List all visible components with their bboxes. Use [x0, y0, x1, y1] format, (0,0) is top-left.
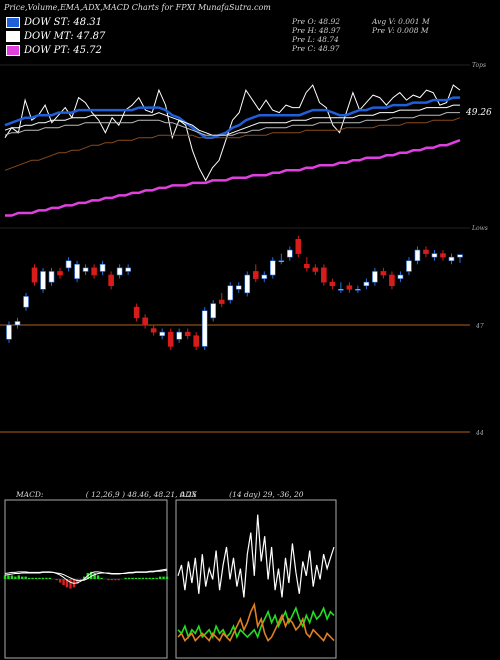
candle-body — [48, 271, 55, 283]
candle-body — [74, 264, 80, 279]
candle-body — [431, 253, 438, 258]
candle-body — [150, 328, 157, 333]
candle-body — [201, 310, 208, 347]
candle-body — [414, 249, 421, 262]
chart-title: Price,Volume,EMA,ADX,MACD Charts for FPX… — [4, 3, 271, 12]
candle-body — [338, 288, 344, 291]
legend-swatch-mt — [6, 31, 20, 42]
candle-body — [167, 331, 174, 347]
macd-header: MACD: ( 12,26,9 ) 48.46, 48.21, 0.25 — [16, 490, 197, 499]
candle-body — [65, 260, 72, 269]
candle-body — [14, 321, 21, 326]
legend-swatch-pt — [6, 45, 20, 56]
candle-body — [6, 324, 12, 340]
candle-panel — [0, 235, 470, 433]
ohlc-low: Pre L: 48.74 — [292, 35, 339, 44]
candle-body — [346, 285, 353, 290]
adx-params: (14 day) 29, -36, 20 — [229, 490, 304, 499]
candle-body — [252, 271, 259, 279]
candle-body — [159, 331, 165, 337]
candle-body — [227, 285, 234, 301]
candle-body — [125, 267, 131, 272]
ema-line-0 — [4, 84, 461, 182]
candle-body — [57, 271, 63, 276]
candle-body — [440, 253, 446, 258]
candle-body — [406, 260, 412, 272]
candle-body — [176, 331, 182, 340]
legend-label-st: DOW ST: 48.31 — [24, 17, 103, 28]
candle-body — [457, 254, 463, 258]
adx-line-2 — [177, 601, 335, 642]
candle-body — [116, 267, 123, 276]
legend-dow-st: DOW ST: 48.31 — [6, 17, 102, 28]
candle-body — [99, 264, 106, 272]
candle-body — [278, 260, 285, 263]
candle-body — [448, 256, 455, 262]
candle-body — [91, 267, 97, 276]
candle-body — [40, 271, 46, 290]
ohlc-high: Pre H: 48.97 — [292, 26, 341, 35]
candle-body — [218, 299, 225, 304]
candle-body — [321, 267, 327, 283]
candle-body — [244, 274, 251, 294]
adx-name: ADX — [180, 490, 197, 499]
candle-body — [355, 288, 361, 291]
label-price-mid: 47 — [475, 323, 484, 330]
candle-body — [210, 303, 217, 319]
ohlc-avg-volume: Avg V: 0.001 M — [372, 17, 430, 26]
price-ema-panel — [0, 64, 470, 229]
candle-body — [304, 264, 310, 269]
ohlc-volume: Pre V: 0.008 M — [372, 26, 429, 35]
label-lows: Lows — [471, 225, 488, 232]
ohlc-open: Pre O: 48.92 — [292, 17, 340, 26]
candle-body — [312, 267, 319, 272]
candle-body — [184, 331, 191, 337]
candle-body — [295, 239, 302, 254]
macd-params: ( 12,26,9 ) 48.46, 48.21, 0.25 — [85, 490, 197, 499]
candle-body — [23, 296, 29, 308]
macd-panel — [3, 499, 169, 659]
legend-swatch-st — [6, 17, 20, 28]
ohlc-close: Pre C: 48.97 — [292, 44, 340, 53]
candle-body — [287, 249, 293, 258]
candle-body — [193, 335, 200, 347]
candle-body — [31, 267, 38, 283]
candle-body — [261, 274, 268, 279]
candle-body — [133, 306, 140, 319]
candle-body — [142, 317, 148, 326]
candle-body — [423, 249, 429, 254]
candle-body — [329, 281, 336, 287]
macd-signal-line — [4, 569, 168, 582]
candle-body — [235, 285, 242, 290]
macd-name: MACD: — [16, 490, 44, 499]
candle-body — [108, 274, 114, 287]
ema-line-4 — [4, 117, 461, 171]
candle-body — [397, 274, 404, 279]
ema-line-3 — [4, 112, 460, 136]
candle-body — [372, 271, 378, 283]
label-tops: Tops — [472, 62, 486, 69]
label-last-price: 49.26 — [465, 108, 492, 118]
candle-body — [380, 271, 387, 276]
legend-label-pt: DOW PT: 45.72 — [24, 45, 102, 56]
legend-label-mt: DOW MT: 47.87 — [24, 31, 106, 42]
adx-header: ADX (14 day) 29, -36, 20 — [180, 490, 304, 499]
ema-line-2 — [4, 104, 460, 136]
adx-panel — [175, 499, 337, 659]
legend-dow-pt: DOW PT: 45.72 — [6, 45, 102, 56]
label-price-low: 44 — [475, 430, 484, 437]
candle-body — [269, 260, 276, 276]
ema-line-5 — [5, 139, 461, 217]
candle-body — [389, 274, 395, 287]
candle-body — [82, 267, 89, 272]
candle-body — [363, 281, 370, 287]
adx-line-0 — [177, 514, 335, 598]
ema-line-1 — [4, 96, 460, 139]
legend-dow-mt: DOW MT: 47.87 — [6, 31, 105, 42]
